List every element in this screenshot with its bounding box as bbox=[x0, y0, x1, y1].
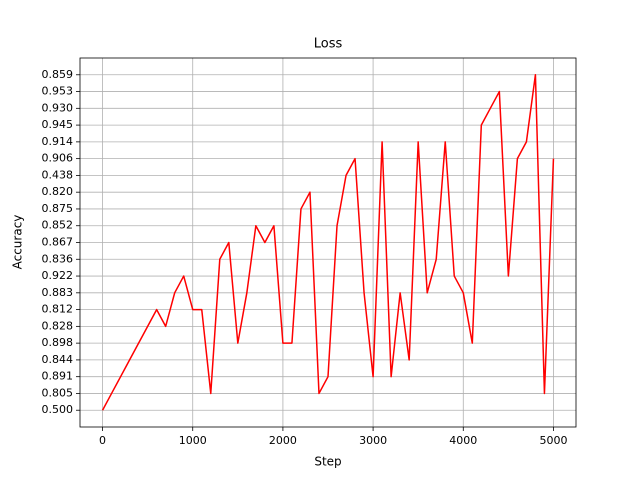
y-tick-label: 0.805 bbox=[42, 386, 74, 399]
y-tick-label: 0.875 bbox=[42, 202, 74, 215]
x-tick-label: 4000 bbox=[449, 434, 477, 447]
y-tick-label: 0.914 bbox=[42, 135, 74, 148]
y-tick-label: 0.891 bbox=[42, 370, 74, 383]
data-line bbox=[101, 74, 555, 411]
y-tick-label: 0.906 bbox=[42, 152, 74, 165]
y-tick-label: 0.953 bbox=[42, 85, 74, 98]
x-tick-label: 3000 bbox=[359, 434, 387, 447]
x-axis-label: Step bbox=[314, 455, 341, 469]
x-tick-label: 5000 bbox=[539, 434, 567, 447]
y-tick-label: 0.898 bbox=[42, 336, 74, 349]
x-tick-label: 1000 bbox=[179, 434, 207, 447]
y-tick-label: 0.930 bbox=[42, 101, 74, 114]
y-tick-label: 0.438 bbox=[42, 168, 74, 181]
y-tick-label: 0.500 bbox=[42, 403, 74, 416]
plot-frame bbox=[79, 57, 577, 428]
x-tick-label: 2000 bbox=[269, 434, 297, 447]
y-tick-label: 0.922 bbox=[42, 269, 74, 282]
y-tick-label: 0.844 bbox=[42, 353, 74, 366]
y-tick-label: 0.867 bbox=[42, 236, 74, 249]
x-tick-label: 0 bbox=[99, 434, 106, 447]
y-tick-label: 0.836 bbox=[42, 252, 74, 265]
y-tick-label: 0.859 bbox=[42, 68, 74, 81]
y-tick-label: 0.820 bbox=[42, 185, 74, 198]
chart-title: Loss bbox=[314, 37, 343, 52]
y-tick-label: 0.828 bbox=[42, 319, 74, 332]
y-tick-label: 0.945 bbox=[42, 118, 74, 131]
y-tick-label: 0.883 bbox=[42, 286, 74, 299]
y-tick-label: 0.852 bbox=[42, 219, 74, 232]
y-axis-label: Accuracy bbox=[11, 215, 25, 270]
y-tick-label: 0.812 bbox=[42, 303, 74, 316]
